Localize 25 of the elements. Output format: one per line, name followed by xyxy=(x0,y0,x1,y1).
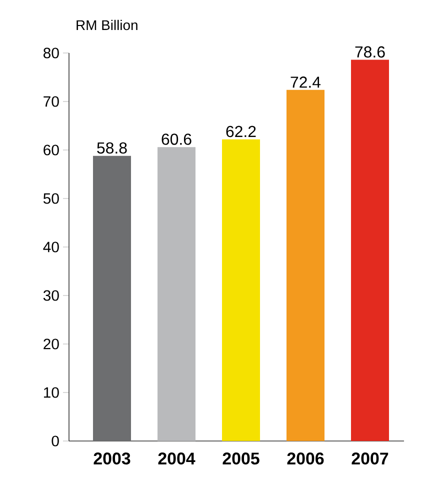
y-tick-label: 70 xyxy=(44,96,59,107)
bar xyxy=(93,156,131,441)
x-tick-label: 2007 xyxy=(352,452,388,465)
y-tick-label: 60 xyxy=(44,144,59,156)
bar xyxy=(286,90,325,441)
data-label: 60.6 xyxy=(162,134,192,145)
y-tick-label: 50 xyxy=(43,193,59,204)
y-axis-title: RM Billion xyxy=(76,20,138,30)
y-tick-label: 40 xyxy=(43,242,59,252)
y-tick-label: 20 xyxy=(44,338,59,350)
y-tick-label: 30 xyxy=(43,290,59,301)
x-tick-label: 2004 xyxy=(158,452,196,465)
data-label: 78.6 xyxy=(355,46,385,58)
x-tick-label: 2003 xyxy=(94,452,130,465)
data-label: 62.2 xyxy=(226,126,256,138)
y-tick-label: 10 xyxy=(44,387,59,398)
bar xyxy=(158,147,196,441)
y-tick-label: 0 xyxy=(52,436,59,446)
bar xyxy=(222,139,260,441)
x-tick-label: 2006 xyxy=(287,452,324,465)
y-tick-label: 80 xyxy=(44,48,59,58)
data-label: 72.4 xyxy=(290,76,321,88)
data-label: 58.8 xyxy=(97,142,127,154)
bar xyxy=(351,60,390,441)
x-tick-label: 2005 xyxy=(222,452,260,465)
